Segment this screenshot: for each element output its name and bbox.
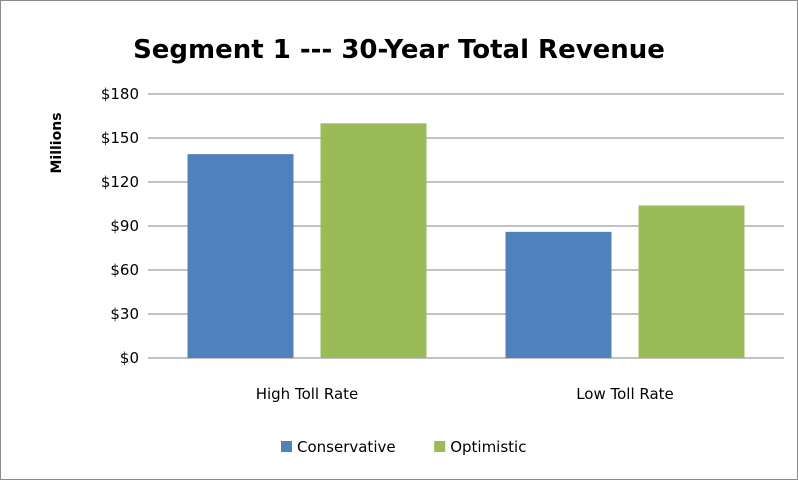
bar-conservative-1 [187, 154, 294, 358]
category-label: Low Toll Rate [576, 385, 674, 403]
bar-optimistic-2 [638, 205, 745, 358]
bar-optimistic-1 [320, 123, 427, 358]
y-tick-label: $150 [101, 129, 139, 147]
legend: Conservative Optimistic [281, 438, 526, 456]
y-tick-label: $120 [101, 173, 139, 191]
y-tick-label: $180 [101, 85, 139, 103]
y-tick-label: $30 [110, 305, 139, 323]
legend-swatch [434, 441, 446, 452]
category-labels: High Toll Rate Low Toll Rate [256, 385, 674, 403]
category-label: High Toll Rate [256, 385, 359, 403]
legend-label: Conservative [297, 438, 396, 456]
y-axis-label: Millions [49, 112, 65, 173]
chart-title: Segment 1 --- 30-Year Total Revenue [133, 35, 665, 65]
legend-swatch [281, 441, 292, 452]
y-tick-label: $90 [110, 217, 139, 235]
legend-label: Optimistic [450, 438, 526, 456]
bar-conservative-2 [505, 231, 612, 358]
bars [187, 123, 745, 358]
y-tick-label: $0 [120, 349, 139, 367]
y-tick-label: $60 [110, 261, 139, 279]
y-tick-labels: $0 $30 $60 $90 $120 $150 $180 [101, 85, 139, 367]
